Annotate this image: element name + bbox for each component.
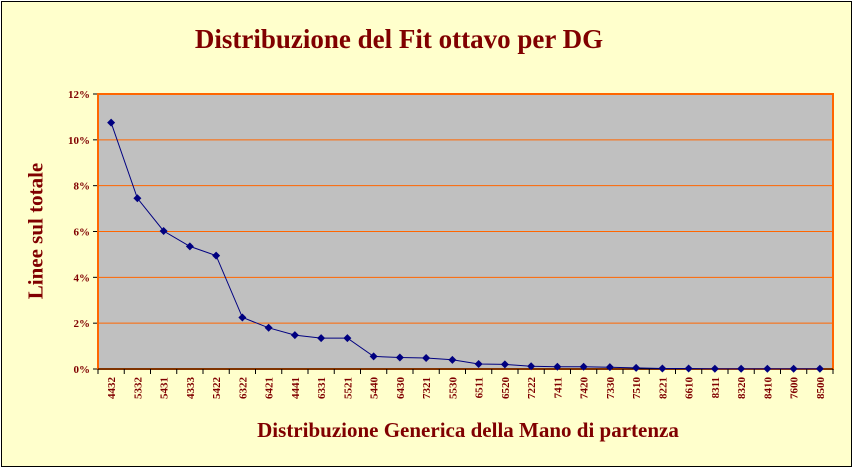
data-point [605,363,614,372]
data-point [789,364,798,373]
data-point [133,194,142,203]
y-tick-label: 12% [68,89,90,101]
x-tick-label: 5431 [159,377,171,399]
y-tick-label: 6% [74,227,91,239]
data-point [448,355,457,364]
data-point [238,313,247,322]
x-tick-label: 8410 [762,377,774,400]
x-tick-label: 7321 [421,377,433,399]
x-tick-label: 5332 [132,377,144,400]
x-tick-label: 6322 [237,377,249,400]
data-point [737,364,746,373]
data-point [632,363,641,372]
x-tick-label: 7510 [631,377,643,400]
data-point [527,362,536,371]
x-tick-label: 6610 [684,377,696,400]
x-tick-label: 5530 [447,377,459,400]
x-axis-title: Distribuzione Generica della Mano di par… [257,418,679,442]
y-tick-label: 8% [74,181,91,193]
y-tick-label: 2% [74,318,91,330]
x-tick-label: 7330 [605,377,617,400]
data-point [684,364,693,373]
x-tick-label: 6511 [474,377,486,398]
x-tick-label: 7420 [579,377,591,400]
y-tick-label: 4% [74,272,91,284]
x-tick-label: 8320 [736,377,748,400]
x-tick-label: 8500 [815,377,827,400]
x-tick-label: 8221 [657,377,669,399]
data-point [553,362,562,371]
data-point [343,334,352,343]
x-tick-label: 7411 [552,377,564,398]
data-point [369,352,378,361]
series-line [110,122,820,370]
data-point [185,242,194,251]
data-point [159,227,168,236]
data-point [317,334,326,343]
x-tick-label: 8311 [710,377,722,398]
data-point [290,331,299,340]
x-tick-label: 7600 [789,377,801,400]
data-point [579,362,588,371]
data-point [815,364,824,373]
data-point [658,364,667,373]
chart-title: Distribuzione del Fit ottavo per DG [194,24,604,54]
data-point [395,353,404,362]
x-tick-label: 5422 [211,377,223,400]
x-tick-label: 6421 [264,377,276,399]
data-point [474,359,483,368]
x-tick-label: 4333 [185,377,197,400]
data-point [264,323,273,332]
x-tick-label: 4432 [106,377,118,400]
data-point [422,354,431,362]
y-tick-label: 0% [74,364,91,376]
x-tick-label: 6331 [316,377,328,399]
data-point [710,364,719,373]
data-point [763,364,772,373]
x-tick-label: 5521 [342,377,354,399]
data-point [212,251,221,260]
x-tick-label: 4441 [290,377,302,399]
x-tick-label: 7222 [526,377,538,400]
x-tick-label: 5440 [369,377,381,400]
x-tick-label: 6430 [395,377,407,400]
data-point [107,118,116,127]
data-point [500,360,509,369]
x-tick-label: 6520 [500,377,512,400]
y-tick-label: 10% [68,135,90,147]
